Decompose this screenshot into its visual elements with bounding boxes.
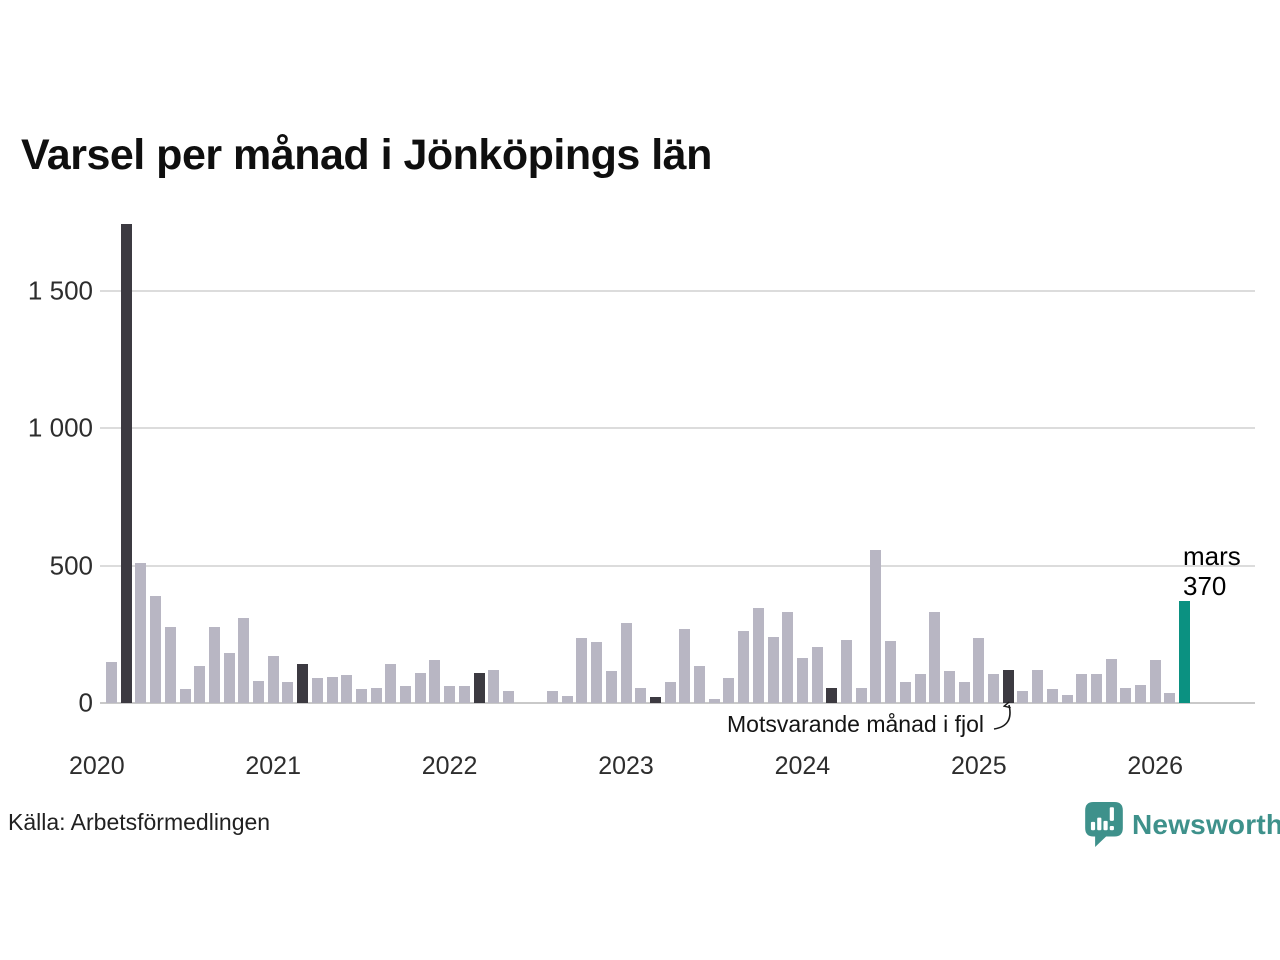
newsworthy-wordmark: Newsworthy: [1132, 809, 1280, 840]
bar-2021-09: [385, 664, 397, 703]
x-axis-year-label: 2023: [598, 752, 654, 780]
bar-2021-10: [400, 686, 411, 703]
bar-2024-01: [796, 658, 808, 703]
y-axis-tick-label: 1 500: [27, 275, 93, 305]
bar-2022-10: [576, 638, 588, 703]
bar-2020-12: [253, 681, 264, 703]
bar-2020-05: [150, 596, 162, 703]
x-axis-year-label: 2026: [1127, 752, 1183, 780]
x-axis-year-label: 2021: [245, 752, 301, 780]
bar-2026-03: [1179, 601, 1191, 703]
bar-2025-12: [1135, 685, 1146, 703]
bar-2025-11: [1120, 688, 1132, 703]
newsworthy-logo: Newsworthy: [1085, 802, 1280, 848]
bar-2021-11: [414, 673, 426, 703]
bar-2024-07: [885, 641, 897, 703]
bar-2025-08: [1076, 674, 1088, 703]
source-note: Källa: Arbetsförmedlingen: [8, 809, 271, 835]
bar-2025-02: [988, 674, 999, 703]
bar-2022-08: [547, 691, 558, 703]
gridline: [100, 289, 1255, 292]
bar-2020-03: [120, 224, 132, 703]
bar-2025-09: [1090, 674, 1102, 703]
bar-2023-04: [664, 682, 676, 703]
highlight-month: mars: [1183, 541, 1241, 571]
bar-2022-03: [473, 673, 485, 703]
bar-2023-12: [782, 612, 794, 703]
bar-2021-02: [282, 682, 294, 703]
gridline: [100, 427, 1255, 429]
bar-2020-04: [135, 563, 147, 703]
bar-2021-03: [297, 664, 309, 703]
x-axis-year-label: 2025: [950, 752, 1007, 780]
bar-2022-11: [591, 642, 603, 703]
bar-2024-03: [826, 688, 838, 703]
bar-2023-07: [708, 699, 720, 703]
bar-2023-06: [694, 666, 705, 703]
highlight-value-label: mars 370: [1183, 541, 1241, 601]
bar-2025-10: [1105, 659, 1117, 703]
bar-2021-12: [429, 660, 441, 703]
bar-2023-01: [620, 623, 632, 703]
bar-2025-07: [1061, 695, 1073, 703]
bar-2022-09: [561, 696, 573, 703]
bar-2023-03: [649, 697, 661, 703]
gridline: [100, 702, 1255, 704]
bar-2023-05: [679, 629, 691, 703]
bar-2020-07: [179, 689, 191, 703]
bar-2026-01: [1149, 660, 1161, 703]
bar-2020-09: [208, 627, 220, 703]
bar-2023-10: [752, 608, 764, 703]
y-axis-tick-label: 500: [49, 550, 93, 580]
bar-2024-02: [811, 647, 823, 703]
newsworthy-bubble-chart-icon: [1085, 802, 1123, 847]
bar-2024-12: [958, 682, 970, 703]
x-axis-year-label: 2022: [421, 752, 478, 780]
y-axis-tick-label: 1 000: [27, 412, 93, 443]
bar-2024-10: [929, 612, 941, 703]
bar-2025-05: [1032, 670, 1044, 703]
bar-2023-09: [738, 631, 750, 703]
bar-2023-08: [723, 678, 735, 703]
bar-2025-04: [1017, 691, 1029, 703]
bar-2025-03: [1002, 670, 1014, 703]
annotation-label: Motsvarande månad i fjol: [727, 711, 984, 737]
bar-2021-01: [267, 656, 279, 703]
highlight-value: 370: [1183, 571, 1227, 601]
bar-2022-12: [605, 671, 617, 703]
bar-2023-02: [635, 688, 647, 703]
bar-2020-02: [106, 662, 117, 703]
bar-2021-07: [355, 689, 367, 703]
y-axis-tick-label: 0: [78, 687, 93, 718]
bar-2024-05: [855, 688, 867, 703]
bar-2024-11: [943, 671, 955, 703]
annotation-arrow-icon: [993, 696, 1020, 730]
bar-2024-06: [870, 550, 882, 703]
bar-2022-01: [444, 686, 456, 703]
bar-2020-10: [223, 653, 235, 703]
bar-2022-04: [488, 670, 500, 703]
gridline: [100, 564, 1255, 567]
bar-2024-09: [914, 674, 926, 703]
bar-2021-04: [311, 678, 323, 703]
bar-2023-11: [767, 637, 779, 703]
bar-2026-02: [1164, 693, 1176, 703]
bar-2021-05: [326, 677, 338, 703]
bar-2025-01: [973, 638, 985, 703]
bar-2022-05: [502, 691, 514, 703]
bar-2025-06: [1046, 689, 1058, 703]
bar-2021-06: [341, 675, 353, 703]
bar-2024-04: [841, 640, 852, 703]
bar-2020-08: [194, 666, 206, 703]
x-axis-year-label: 2024: [774, 752, 831, 780]
bar-2020-11: [238, 618, 250, 703]
bar-2021-08: [370, 688, 382, 703]
bar-2020-06: [164, 627, 176, 703]
chart-title: Varsel per månad i Jönköpings län: [21, 131, 712, 179]
bar-2024-08: [899, 682, 911, 703]
bar-2022-02: [458, 686, 470, 703]
x-axis-year-label: 2020: [68, 752, 125, 780]
